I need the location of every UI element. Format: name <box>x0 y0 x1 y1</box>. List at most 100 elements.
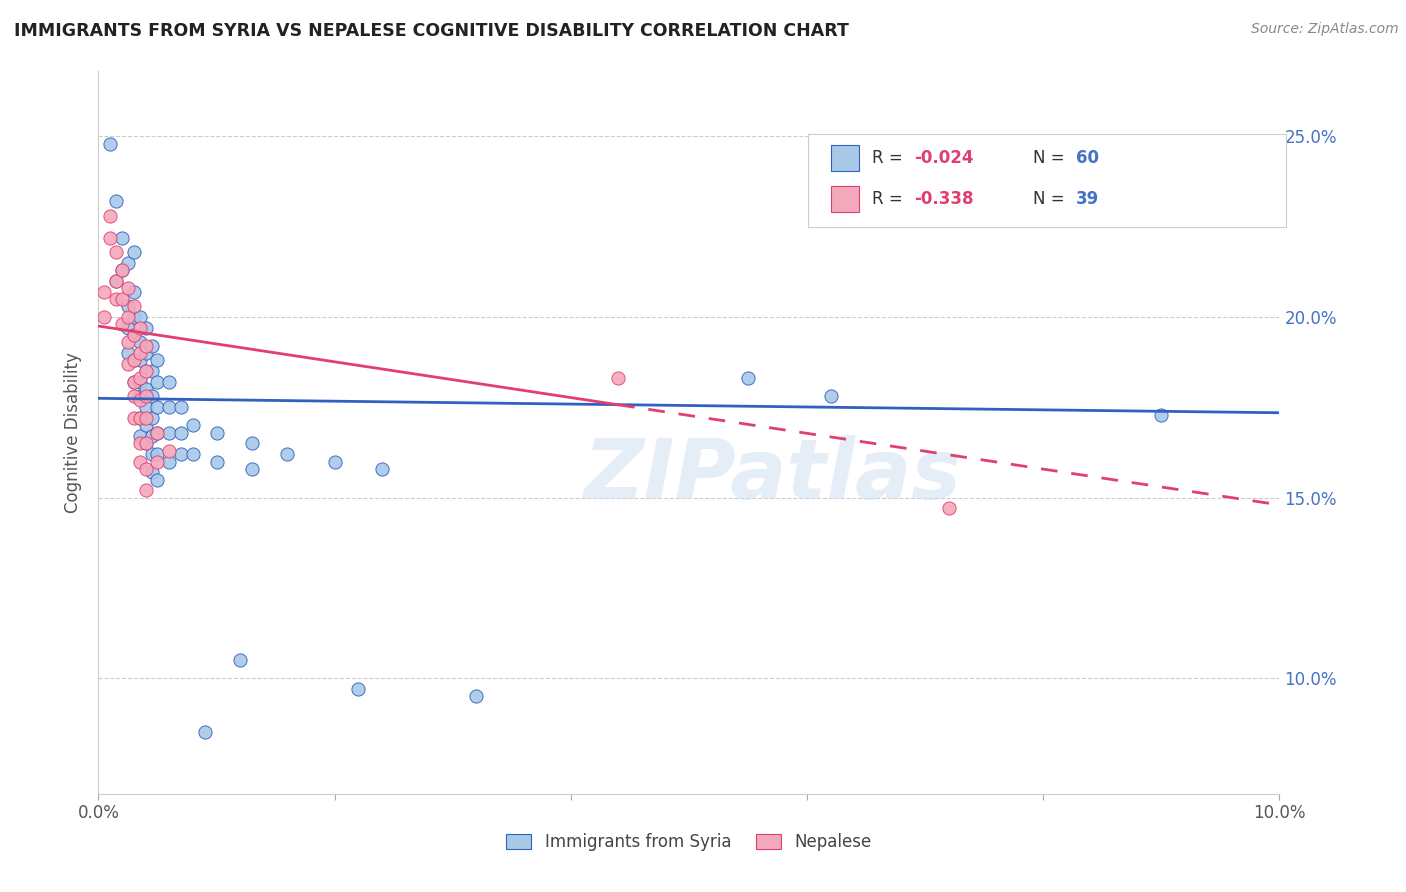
Point <box>157 443 180 458</box>
Point <box>205 454 228 468</box>
Point <box>122 375 145 389</box>
Point <box>128 411 150 425</box>
Point <box>117 335 139 350</box>
Point <box>323 454 346 468</box>
Point <box>135 483 157 498</box>
Point <box>128 346 150 360</box>
Text: R =: R = <box>872 190 908 208</box>
Point <box>157 375 180 389</box>
Point <box>128 371 150 385</box>
Point <box>128 411 150 425</box>
Point <box>117 310 139 324</box>
Point <box>141 411 163 425</box>
Point <box>105 194 128 209</box>
Point <box>371 462 394 476</box>
Point <box>276 447 298 461</box>
Point <box>128 429 150 443</box>
Point <box>98 136 121 151</box>
Point <box>194 725 217 739</box>
Point <box>122 285 145 299</box>
Point <box>128 393 150 408</box>
Point <box>128 375 150 389</box>
Point <box>122 353 145 368</box>
Point <box>122 328 145 343</box>
Point <box>135 382 157 396</box>
Point <box>105 274 128 288</box>
Point <box>122 375 145 389</box>
Point <box>105 292 128 306</box>
Point <box>111 317 134 331</box>
Point <box>146 353 169 368</box>
Point <box>135 401 157 415</box>
Point <box>146 473 169 487</box>
Point <box>117 256 139 270</box>
Point <box>122 411 145 425</box>
Point <box>128 390 150 404</box>
Point <box>141 339 163 353</box>
Text: 39: 39 <box>1076 190 1099 208</box>
Point <box>465 690 488 704</box>
Point <box>128 335 150 350</box>
Point <box>135 346 157 360</box>
Point <box>117 321 139 335</box>
Point <box>146 401 169 415</box>
Point <box>105 274 128 288</box>
Text: -0.024: -0.024 <box>914 149 973 167</box>
Point <box>111 292 134 306</box>
Point <box>122 299 145 313</box>
Point <box>157 454 180 468</box>
Point <box>146 425 169 440</box>
Text: -0.338: -0.338 <box>914 190 973 208</box>
Point <box>240 436 263 450</box>
Point <box>181 447 204 461</box>
Point <box>135 339 157 353</box>
Point <box>122 390 145 404</box>
Point <box>117 299 139 313</box>
Point <box>820 390 842 404</box>
Point <box>1150 408 1173 422</box>
Point <box>141 390 163 404</box>
Point <box>128 454 150 468</box>
Point <box>122 244 145 259</box>
Point <box>135 436 157 450</box>
Point <box>141 364 163 378</box>
Point <box>347 682 370 697</box>
Point <box>135 411 157 425</box>
Point <box>181 418 204 433</box>
Point <box>105 244 128 259</box>
Text: R =: R = <box>872 149 908 167</box>
Point <box>111 263 134 277</box>
Point <box>128 353 150 368</box>
Text: 60: 60 <box>1076 149 1098 167</box>
Point <box>93 310 115 324</box>
Point <box>135 462 157 476</box>
Point <box>135 390 157 404</box>
Point <box>111 230 134 244</box>
Point <box>146 375 169 389</box>
Point <box>146 425 169 440</box>
Point <box>128 321 150 335</box>
Text: N =: N = <box>1033 190 1070 208</box>
Point <box>157 425 180 440</box>
Point <box>122 353 145 368</box>
Point <box>117 346 139 360</box>
Point <box>117 281 139 295</box>
Point <box>122 310 145 324</box>
Point <box>122 328 145 343</box>
Point <box>111 263 134 277</box>
Point <box>146 454 169 468</box>
Point <box>170 447 193 461</box>
Point <box>128 310 150 324</box>
Point <box>170 401 193 415</box>
Point <box>98 209 121 223</box>
Point <box>229 653 252 667</box>
Point <box>240 462 263 476</box>
Point <box>170 425 193 440</box>
Point <box>938 501 960 516</box>
Text: N =: N = <box>1033 149 1070 167</box>
Point <box>141 447 163 461</box>
Point <box>117 357 139 371</box>
Text: Source: ZipAtlas.com: Source: ZipAtlas.com <box>1251 22 1399 37</box>
Point <box>128 436 150 450</box>
Point <box>141 429 163 443</box>
